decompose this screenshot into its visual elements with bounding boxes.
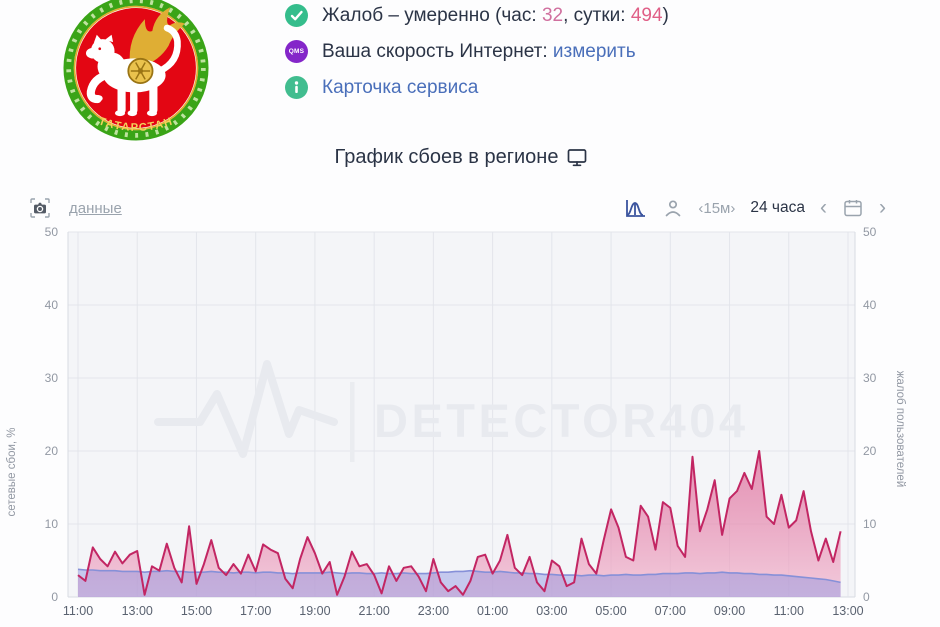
status-row-service-card: Карточка сервиса bbox=[285, 76, 669, 99]
svg-text:05:00: 05:00 bbox=[595, 604, 626, 618]
svg-text:17:00: 17:00 bbox=[240, 604, 271, 618]
period-button[interactable]: 24 часа bbox=[750, 199, 805, 216]
svg-text:07:00: 07:00 bbox=[655, 604, 686, 618]
svg-text:30: 30 bbox=[45, 371, 59, 385]
area-chart-icon bbox=[626, 200, 646, 217]
monitor-icon[interactable] bbox=[567, 148, 587, 167]
screenshot-button[interactable] bbox=[28, 196, 52, 220]
svg-text:03:00: 03:00 bbox=[536, 604, 567, 618]
status-row-speedtest: QMS Ваша скорость Интернет: измерить bbox=[285, 40, 669, 63]
status-block: Жалоб – умеренно (час: 32, сутки: 494) Q… bbox=[285, 4, 669, 99]
svg-text:0: 0 bbox=[51, 590, 58, 604]
page-title: График сбоев в регионе bbox=[334, 146, 559, 168]
svg-text:23:00: 23:00 bbox=[418, 604, 449, 618]
speedtest-text: Ваша скорость Интернет: измерить bbox=[322, 40, 636, 62]
svg-text:21:00: 21:00 bbox=[359, 604, 390, 618]
qms-badge-icon: QMS bbox=[285, 40, 308, 63]
svg-text:13:00: 13:00 bbox=[832, 604, 863, 618]
qms-badge-text: QMS bbox=[288, 48, 305, 55]
failures-area bbox=[78, 451, 841, 597]
svg-text:40: 40 bbox=[863, 298, 877, 312]
user-button[interactable] bbox=[663, 198, 683, 218]
svg-text:20: 20 bbox=[863, 444, 877, 458]
svg-text:30: 30 bbox=[863, 371, 877, 385]
svg-text:0: 0 bbox=[863, 590, 870, 604]
service-card-link[interactable]: Карточка сервиса bbox=[322, 76, 479, 98]
person-icon bbox=[666, 200, 681, 217]
check-circle-icon bbox=[285, 4, 308, 27]
outage-chart[interactable]: DETECTOR404 0 0 10 10 20 20 30 30 40 40 50 50 11:00 13… bbox=[0, 224, 940, 627]
prev-period-button[interactable]: ‹ bbox=[820, 196, 827, 219]
svg-text:01:00: 01:00 bbox=[477, 604, 508, 618]
svg-text:50: 50 bbox=[863, 225, 877, 239]
camera-icon bbox=[30, 198, 50, 218]
info-circle-icon bbox=[285, 76, 308, 99]
next-period-button[interactable]: › bbox=[879, 196, 886, 219]
wing bbox=[129, 7, 185, 67]
svg-text:20: 20 bbox=[45, 444, 59, 458]
chart-type-button[interactable] bbox=[622, 196, 648, 220]
svg-text:11:00: 11:00 bbox=[63, 604, 93, 618]
watermark: DETECTOR404 bbox=[154, 360, 749, 462]
tatarstan-emblem: ТАТАРСТАН bbox=[62, 0, 210, 142]
complaints-day-value: 494 bbox=[630, 4, 663, 26]
interval-button[interactable]: ‹15м› bbox=[698, 199, 736, 217]
calendar-icon bbox=[844, 200, 862, 217]
svg-text:50: 50 bbox=[45, 225, 59, 239]
svg-text:10: 10 bbox=[45, 517, 59, 531]
chart-toolbar: данные ‹15м› 24 часа ‹ bbox=[0, 194, 940, 226]
complaints-line bbox=[77, 568, 841, 584]
chart-title-row: График сбоев в регионе bbox=[0, 146, 922, 169]
y-right-axis-label: жалоб пользователей bbox=[894, 371, 906, 488]
speedtest-link[interactable]: измерить bbox=[552, 40, 636, 62]
svg-text:13:00: 13:00 bbox=[122, 604, 153, 618]
watermark-text: DETECTOR404 bbox=[374, 394, 749, 447]
svg-text:19:00: 19:00 bbox=[299, 604, 330, 618]
complaints-hour-value: 32 bbox=[541, 4, 564, 26]
y-left-axis-label: сетевые сбои, % bbox=[6, 427, 18, 516]
svg-text:11:00: 11:00 bbox=[774, 604, 804, 618]
calendar-button[interactable] bbox=[842, 197, 864, 219]
tatarstan-emblem-icon: ТАТАРСТАН bbox=[63, 0, 209, 141]
svg-text:40: 40 bbox=[45, 298, 59, 312]
pulse-icon bbox=[154, 360, 338, 458]
svg-text:09:00: 09:00 bbox=[714, 604, 745, 618]
status-row-complaints: Жалоб – умеренно (час: 32, сутки: 494) bbox=[285, 4, 669, 27]
complaints-text: Жалоб – умеренно (час: 32, сутки: 494) bbox=[322, 4, 669, 26]
svg-text:15:00: 15:00 bbox=[181, 604, 212, 618]
complaints-area bbox=[78, 569, 841, 597]
data-link[interactable]: данные bbox=[69, 199, 122, 217]
failures-line bbox=[77, 450, 842, 596]
svg-text:10: 10 bbox=[863, 517, 877, 531]
